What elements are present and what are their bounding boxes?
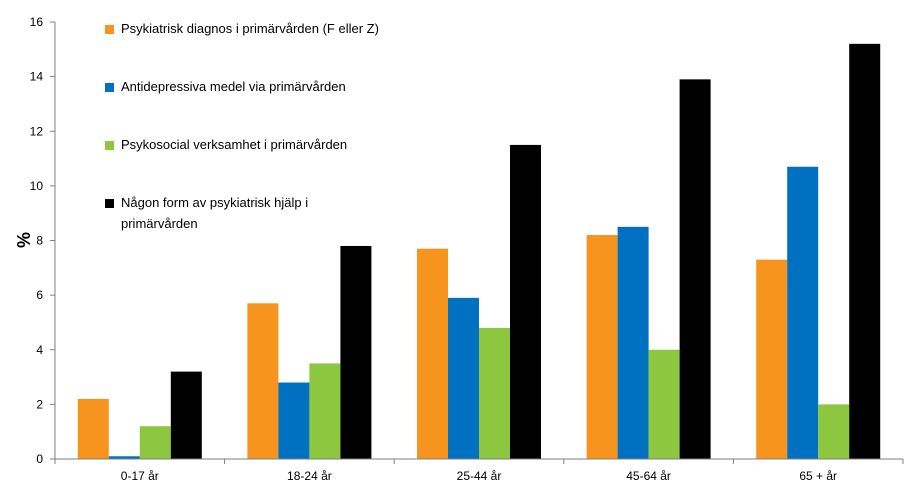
x-tick-label: 45-64 år: [626, 469, 671, 483]
x-tick-label: 25-44 år: [457, 469, 502, 483]
legend-label: Psykiatrisk diagnos i primärvården (F el…: [121, 21, 379, 36]
legend-swatch: [105, 141, 114, 150]
legend-label: Antidepressiva medel via primärvården: [121, 79, 346, 94]
y-tick-label: 14: [30, 70, 44, 84]
bar: [586, 235, 618, 459]
x-tick-label: 18-24 år: [287, 469, 332, 483]
bar: [818, 404, 850, 459]
bar: [510, 144, 541, 459]
y-tick-label: 16: [30, 15, 44, 29]
bar: [648, 349, 680, 459]
y-tick-label: 4: [36, 343, 43, 357]
legend: Psykiatrisk diagnos i primärvården (F el…: [105, 21, 379, 231]
y-tick-label: 0: [36, 452, 43, 466]
x-axis: 0-17 år 18-24 år 25-44 år 45-64 år 65 + år: [54, 458, 904, 483]
bars: [77, 43, 881, 459]
legend-swatch: [105, 199, 114, 208]
bar: [479, 327, 510, 459]
legend-swatch: [105, 25, 114, 34]
bar: [617, 226, 649, 459]
bar: [309, 363, 341, 459]
legend-label: primärvården: [121, 216, 198, 231]
bar: [139, 426, 171, 459]
y-tick-label: 6: [36, 288, 43, 302]
legend-swatch: [105, 83, 114, 92]
bar: [756, 259, 788, 459]
bar: [787, 166, 819, 459]
bar: [340, 245, 372, 459]
bar: [278, 382, 310, 459]
bar: [108, 456, 140, 459]
bar: [679, 79, 711, 459]
y-tick-label: 8: [36, 234, 43, 248]
bar: [77, 398, 109, 459]
legend-label: Någon form av psykiatrisk hjälp i: [121, 195, 308, 210]
x-tick-label: 65 + år: [799, 469, 837, 483]
y-tick-label: 2: [36, 397, 43, 411]
y-tick-label: 12: [30, 124, 44, 138]
x-tick-label: 0-17 år: [121, 469, 159, 483]
y-tick-label: 10: [30, 179, 44, 193]
y-axis: 0 2 4 6 8 10 12 14 16: [30, 15, 56, 466]
bar: [448, 297, 479, 459]
bar: [417, 248, 448, 459]
legend-label: Psykosocial verksamhet i primärvården: [121, 137, 347, 152]
bar: [849, 43, 881, 459]
y-axis-title: %: [14, 232, 34, 248]
bar: [170, 371, 202, 459]
bar: [247, 303, 279, 459]
